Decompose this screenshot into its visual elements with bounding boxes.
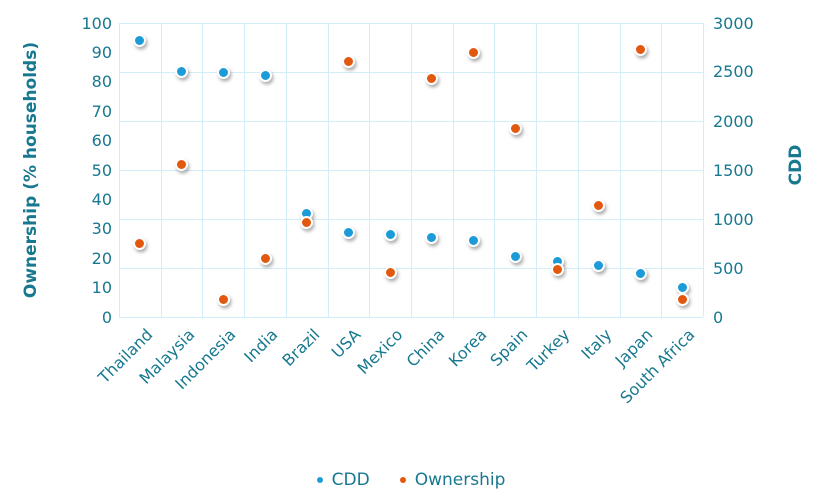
right-axis-title: CDD bbox=[786, 144, 806, 186]
plot-area bbox=[119, 23, 704, 318]
data-point-ownership-italy bbox=[592, 198, 606, 212]
legend-item-cdd: CDD bbox=[316, 470, 370, 490]
legend: CDD Ownership bbox=[119, 469, 703, 491]
data-point-ownership-spain bbox=[508, 122, 522, 136]
left-axis-tick: 0 bbox=[101, 308, 112, 327]
left-axis-tick: 90 bbox=[91, 43, 112, 62]
data-point-ownership-india bbox=[258, 251, 272, 265]
left-axis-title: Ownership (% households) bbox=[21, 41, 41, 299]
data-point-ownership-malaysia bbox=[175, 157, 189, 171]
right-axis-tick: 0 bbox=[713, 308, 724, 327]
data-point-ownership-brazil bbox=[300, 216, 314, 230]
legend-item-ownership: Ownership bbox=[399, 470, 506, 490]
legend-label-cdd: CDD bbox=[331, 470, 370, 490]
legend-marker-ownership-icon bbox=[399, 477, 406, 483]
right-axis-tick: 1500 bbox=[713, 161, 754, 180]
data-point-cdd-japan bbox=[633, 267, 647, 281]
left-axis-tick: 80 bbox=[91, 72, 112, 91]
data-point-cdd-india bbox=[258, 69, 272, 83]
data-point-cdd-malaysia bbox=[175, 64, 189, 78]
right-axis-tick: 2500 bbox=[713, 62, 754, 81]
horizontal-gridline bbox=[119, 170, 703, 171]
data-point-ownership-turkey bbox=[550, 263, 564, 277]
vertical-gridline bbox=[703, 23, 704, 317]
data-point-cdd-usa bbox=[341, 225, 355, 239]
left-axis-tick: 70 bbox=[91, 102, 112, 121]
horizontal-gridline bbox=[119, 268, 703, 269]
data-point-ownership-usa bbox=[341, 54, 355, 68]
horizontal-gridline bbox=[119, 121, 703, 122]
left-axis-tick: 30 bbox=[91, 219, 112, 238]
left-axis-tick: 50 bbox=[91, 161, 112, 180]
data-point-ownership-indonesia bbox=[216, 292, 230, 306]
left-axis-tick: 10 bbox=[91, 278, 112, 297]
data-point-cdd-china bbox=[425, 231, 439, 245]
right-axis-tick: 2000 bbox=[713, 112, 754, 131]
left-axis-tick: 40 bbox=[91, 190, 112, 209]
right-axis-tick: 3000 bbox=[713, 14, 754, 33]
data-point-cdd-spain bbox=[508, 250, 522, 264]
horizontal-gridline bbox=[119, 23, 703, 24]
data-point-cdd-mexico bbox=[383, 227, 397, 241]
left-axis-tick: 100 bbox=[81, 14, 112, 33]
data-point-cdd-korea bbox=[467, 234, 481, 248]
data-point-ownership-korea bbox=[467, 45, 481, 59]
horizontal-gridline bbox=[119, 72, 703, 73]
horizontal-gridline bbox=[119, 317, 703, 318]
data-point-ownership-japan bbox=[633, 42, 647, 56]
right-axis-tick: 1000 bbox=[713, 210, 754, 229]
data-point-ownership-south-africa bbox=[675, 292, 689, 306]
legend-marker-cdd-icon bbox=[316, 477, 323, 483]
horizontal-gridline bbox=[119, 219, 703, 220]
data-point-cdd-italy bbox=[592, 259, 606, 273]
right-axis-tick: 500 bbox=[713, 259, 744, 278]
data-point-ownership-thailand bbox=[133, 237, 147, 250]
data-point-cdd-indonesia bbox=[216, 66, 230, 80]
data-point-ownership-china bbox=[425, 72, 439, 86]
left-axis-tick: 60 bbox=[91, 131, 112, 150]
left-axis-tick: 20 bbox=[91, 249, 112, 268]
data-point-cdd-thailand bbox=[133, 34, 147, 48]
legend-label-ownership: Ownership bbox=[414, 470, 506, 490]
data-point-ownership-mexico bbox=[383, 266, 397, 280]
